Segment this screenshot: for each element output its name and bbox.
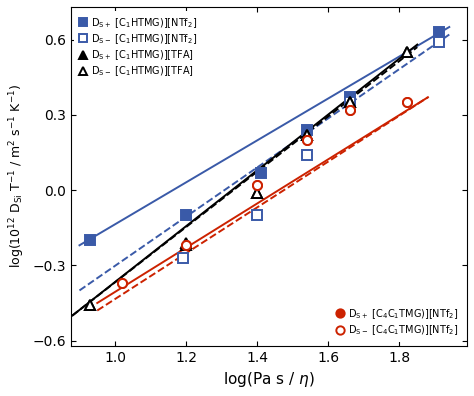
X-axis label: log(Pa s / $\eta$): log(Pa s / $\eta$) [223, 370, 315, 389]
Legend: D$_{\mathsf{S+}}$ [C$_4$C$_1$TMG)][NTf$_2$], D$_{\mathsf{S-}}$ [C$_4$C$_1$TMG)][: D$_{\mathsf{S+}}$ [C$_4$C$_1$TMG)][NTf$_… [331, 302, 463, 342]
Y-axis label: log(10$^{12}$ D$_{\mathsf{Si}}$ T$^{-1}$ / m$^2$ s$^{-1}$ K$^{-1}$): log(10$^{12}$ D$_{\mathsf{Si}}$ T$^{-1}$… [7, 84, 27, 268]
